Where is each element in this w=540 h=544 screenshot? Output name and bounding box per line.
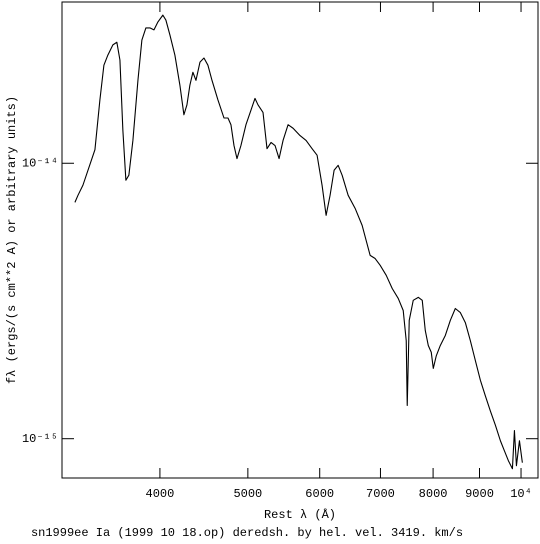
y-tick-label: 10⁻¹⁴	[22, 156, 58, 170]
chart-title: sn1999ee Ia (1999 10 18.op) deredsh. by …	[31, 526, 463, 540]
x-axis-label: Rest λ (Å)	[264, 507, 336, 522]
y-tick-label: 10⁻¹⁵	[22, 432, 58, 446]
plot-frame	[61, 1, 539, 479]
x-tick-label: 8000	[419, 487, 448, 501]
y-axis-label: fλ (ergs/(s cm**2 A) or arbitrary units)	[5, 96, 19, 384]
x-tick-label: 6000	[305, 487, 334, 501]
x-tick-label: 9000	[465, 487, 494, 501]
x-tick-label: 7000	[366, 487, 395, 501]
x-tick-label: 10⁴	[510, 487, 532, 501]
x-tick-label: 4000	[146, 487, 175, 501]
x-tick-label: 5000	[233, 487, 262, 501]
spectrum-line	[74, 14, 523, 470]
